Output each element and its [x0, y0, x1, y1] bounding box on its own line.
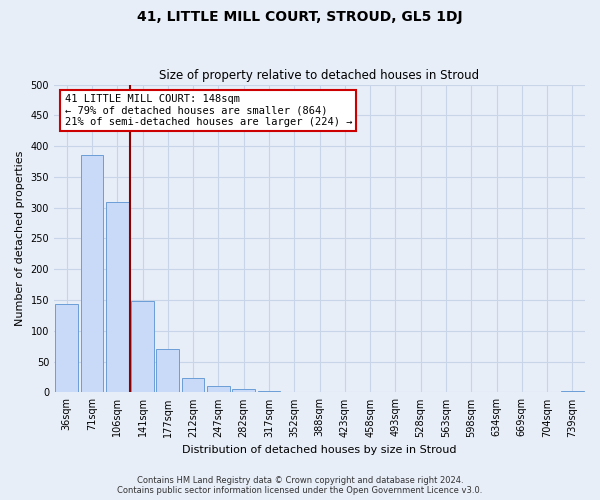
Bar [207, 386, 230, 392]
Text: 41, LITTLE MILL COURT, STROUD, GL5 1DJ: 41, LITTLE MILL COURT, STROUD, GL5 1DJ [137, 10, 463, 24]
Title: Size of property relative to detached houses in Stroud: Size of property relative to detached ho… [160, 69, 479, 82]
X-axis label: Distribution of detached houses by size in Stroud: Distribution of detached houses by size … [182, 445, 457, 455]
Bar [182, 378, 205, 392]
Y-axis label: Number of detached properties: Number of detached properties [15, 151, 25, 326]
Text: Contains HM Land Registry data © Crown copyright and database right 2024.
Contai: Contains HM Land Registry data © Crown c… [118, 476, 482, 495]
Text: 41 LITTLE MILL COURT: 148sqm
← 79% of detached houses are smaller (864)
21% of s: 41 LITTLE MILL COURT: 148sqm ← 79% of de… [65, 94, 352, 127]
Bar [561, 391, 584, 392]
Bar [257, 390, 280, 392]
Bar [131, 302, 154, 392]
Bar [232, 390, 255, 392]
Bar [106, 202, 128, 392]
Bar [157, 350, 179, 393]
Bar [80, 156, 103, 392]
Bar [55, 304, 78, 392]
